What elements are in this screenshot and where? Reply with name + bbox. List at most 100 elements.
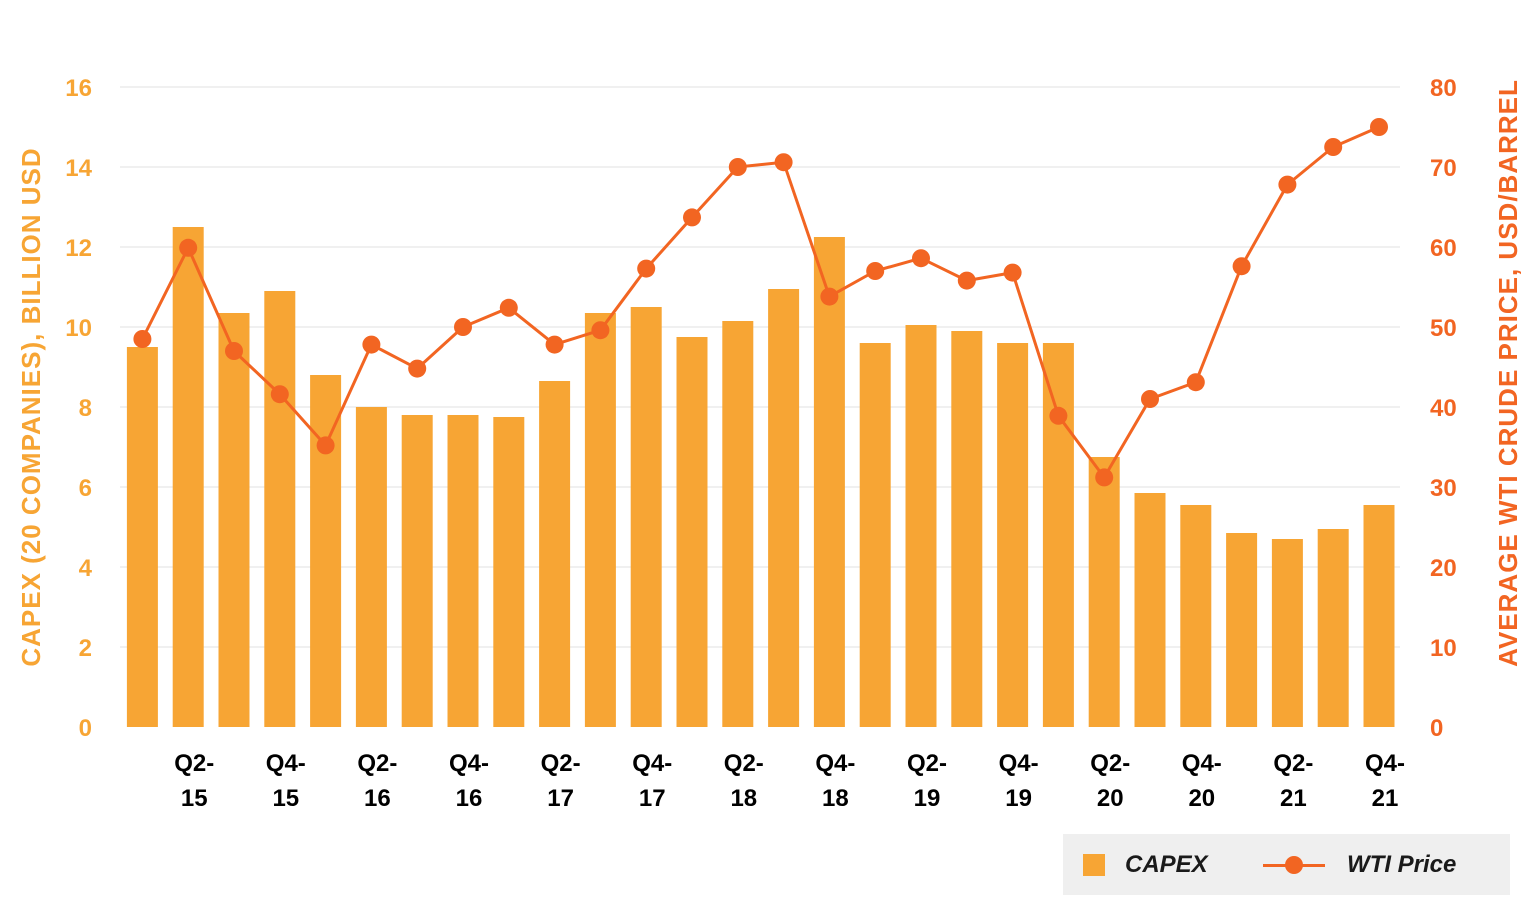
wti-point <box>683 208 701 227</box>
x-tick-label: 20 <box>1097 785 1124 812</box>
wti-point <box>270 385 289 404</box>
wti-line <box>141 125 1380 479</box>
x-tick-label: Q4- <box>632 750 672 777</box>
wti-point <box>1324 138 1343 156</box>
capex-bar <box>493 417 525 727</box>
x-tick-label: 16 <box>456 785 483 812</box>
wti-point <box>1186 373 1205 392</box>
x-tick-label: Q2- <box>1273 750 1313 777</box>
x-tick-label: Q4- <box>999 750 1039 777</box>
left-tick-label: 4 <box>79 555 93 582</box>
capex-bar <box>218 313 250 727</box>
wti-point <box>179 238 198 257</box>
wti-point <box>774 153 793 172</box>
x-tick-label: Q2- <box>724 750 764 777</box>
wti-point <box>637 259 656 278</box>
capex-bar <box>126 347 158 727</box>
wti-point <box>545 335 564 354</box>
capex-bar <box>401 415 433 727</box>
capex-bar <box>1134 493 1166 727</box>
x-tick-label: Q2- <box>174 750 214 777</box>
wti-point <box>591 321 610 340</box>
capex-bar <box>997 343 1029 727</box>
capex-bar <box>1271 539 1303 727</box>
x-tick-label: Q2- <box>541 750 581 777</box>
right-tick-label: 30 <box>1430 475 1457 502</box>
capex-bar <box>355 407 387 727</box>
left-tick-label: 10 <box>65 315 92 342</box>
left-axis-ticks: 0 2 4 6 8 10 12 14 16 <box>65 75 92 742</box>
x-tick-label: Q2- <box>1090 750 1130 777</box>
wti-point <box>1370 118 1388 136</box>
wti-point <box>912 249 930 268</box>
capex-bar <box>630 307 662 727</box>
left-tick-label: 12 <box>65 235 92 262</box>
x-tick-label: 19 <box>1005 785 1032 812</box>
capex-bar <box>172 227 204 727</box>
wti-point <box>1232 257 1251 276</box>
x-tick-label: 18 <box>822 785 849 812</box>
capex-bar <box>310 375 342 727</box>
wti-point <box>1095 468 1114 487</box>
right-tick-label: 0 <box>1430 715 1443 742</box>
capex-bar <box>951 331 983 727</box>
left-tick-label: 16 <box>65 75 92 102</box>
capex-bar <box>768 289 800 727</box>
capex-bar <box>447 415 479 727</box>
wti-point <box>1049 406 1068 425</box>
wti-point <box>1278 175 1297 194</box>
x-tick-label: Q4- <box>815 750 855 777</box>
x-tick-label: 18 <box>730 785 757 812</box>
capex-bar <box>905 325 937 727</box>
capex-bar <box>1317 529 1349 727</box>
x-tick-label: 16 <box>364 785 391 812</box>
capex-bar <box>1363 505 1395 727</box>
wti-point <box>957 271 976 290</box>
wti-point <box>133 330 152 348</box>
right-tick-label: 70 <box>1430 155 1457 182</box>
right-tick-label: 10 <box>1430 635 1457 662</box>
wti-point <box>728 158 747 176</box>
left-tick-label: 6 <box>79 475 92 502</box>
x-tick-label: Q4- <box>449 750 489 777</box>
x-tick-label: 21 <box>1280 785 1307 812</box>
legend-label-capex: CAPEX <box>1125 850 1208 878</box>
right-axis-ticks: 0 10 20 30 40 50 60 70 80 <box>1430 75 1457 742</box>
x-tick-label: Q4- <box>1182 750 1222 777</box>
x-tick-label: Q4- <box>1365 750 1405 777</box>
capex-bar <box>264 291 296 727</box>
left-tick-label: 14 <box>65 155 92 182</box>
capex-bar <box>1180 505 1212 727</box>
wti-line-marker-icon <box>1263 854 1325 876</box>
wti-point <box>1141 390 1159 408</box>
legend-item-wti: WTI Price <box>1263 834 1456 895</box>
x-tick-label: 15 <box>272 785 299 812</box>
wti-point <box>362 335 381 354</box>
right-tick-label: 20 <box>1430 555 1457 582</box>
capex-bar <box>1088 457 1120 727</box>
capex-bars <box>126 227 1395 727</box>
y-axis-right-label: AVERAGE WTI CRUDE PRICE, USD/BARREL <box>1493 79 1523 667</box>
right-tick-label: 40 <box>1430 395 1457 422</box>
x-tick-label: 17 <box>547 785 574 812</box>
wti-point <box>820 287 839 306</box>
x-tick-label: 17 <box>639 785 666 812</box>
capex-bar <box>584 313 616 727</box>
capex-swatch-icon <box>1083 853 1105 876</box>
x-tick-label: Q2- <box>357 750 397 777</box>
capex-bar <box>722 321 754 727</box>
x-tick-label: 19 <box>914 785 941 812</box>
x-axis-ticks: Q2- 15 Q4- 15 Q2- 16 Q4- 16 Q2- 17 Q4- 17 Q2- 18 Q4- 18… <box>174 750 1405 812</box>
wti-point <box>454 318 472 336</box>
right-tick-label: 60 <box>1430 235 1457 262</box>
x-tick-label: Q4- <box>266 750 306 777</box>
capex-bar <box>539 381 571 727</box>
x-tick-label: 15 <box>181 785 208 812</box>
wti-point <box>866 262 885 280</box>
capex-bar <box>1042 343 1074 727</box>
capex-bar <box>859 343 891 727</box>
x-tick-label: 21 <box>1372 785 1399 812</box>
left-tick-label: 0 <box>79 715 92 742</box>
legend-label-wti: WTI Price <box>1347 850 1457 878</box>
